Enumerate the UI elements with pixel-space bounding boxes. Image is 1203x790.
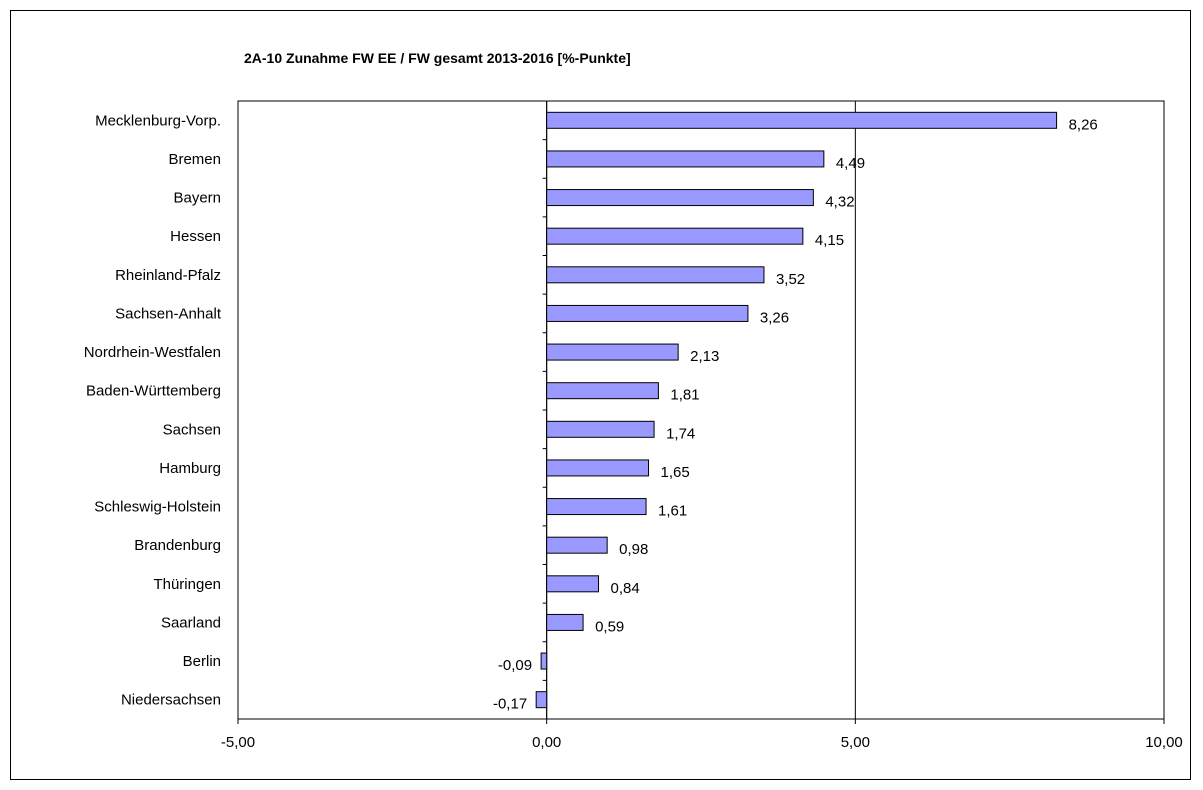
category-label: Sachsen	[163, 421, 221, 438]
value-label: -0,17	[493, 696, 527, 713]
value-label: 0,84	[611, 580, 640, 597]
bar	[546, 189, 814, 207]
category-label: Berlin	[183, 653, 221, 670]
value-label: 3,26	[760, 309, 789, 326]
bar	[546, 266, 765, 284]
value-label: -0,09	[498, 657, 532, 674]
category-label: Hessen	[170, 228, 221, 245]
category-label: Thüringen	[153, 576, 221, 593]
value-label: 1,65	[661, 464, 690, 481]
category-label: Brandenburg	[134, 537, 221, 554]
bar	[546, 343, 679, 361]
category-label: Rheinland-Pfalz	[115, 267, 221, 284]
value-label: 1,74	[666, 425, 695, 442]
bar	[546, 304, 749, 322]
category-label: Niedersachsen	[121, 692, 221, 709]
bar	[546, 498, 647, 516]
value-label: 0,98	[619, 541, 648, 558]
bar	[546, 382, 659, 400]
category-label: Mecklenburg-Vorp.	[95, 112, 221, 129]
chart-title: 2A-10 Zunahme FW EE / FW gesamt 2013-201…	[244, 50, 631, 66]
x-tick-label: 5,00	[841, 734, 870, 751]
bar	[546, 613, 584, 631]
value-label: 0,59	[595, 618, 624, 635]
bar	[546, 227, 804, 245]
bar	[535, 691, 548, 709]
x-tick-label: -5,00	[221, 734, 255, 751]
value-label: 8,26	[1069, 116, 1098, 133]
category-label: Bremen	[168, 151, 221, 168]
x-tick-label: 0,00	[532, 734, 561, 751]
category-label: Saarland	[161, 614, 221, 631]
bar	[546, 575, 600, 593]
value-label: 1,61	[658, 503, 687, 520]
value-label: 4,49	[836, 155, 865, 172]
bar	[546, 420, 655, 438]
category-label: Sachsen-Anhalt	[115, 305, 222, 322]
category-label: Nordrhein-Westfalen	[84, 344, 221, 361]
category-label: Hamburg	[159, 460, 221, 477]
bar	[546, 111, 1058, 129]
bar	[540, 652, 548, 670]
bar	[546, 536, 608, 554]
value-label: 2,13	[690, 348, 719, 365]
category-label: Baden-Württemberg	[86, 383, 221, 400]
value-label: 1,81	[670, 387, 699, 404]
value-label: 4,32	[825, 194, 854, 211]
value-label: 3,52	[776, 271, 805, 288]
value-label: 4,15	[815, 232, 844, 249]
bar	[546, 459, 650, 477]
category-label: Schleswig-Holstein	[94, 499, 221, 516]
category-label: Bayern	[173, 190, 221, 207]
x-tick-label: 10,00	[1145, 734, 1183, 751]
bar	[546, 150, 825, 168]
